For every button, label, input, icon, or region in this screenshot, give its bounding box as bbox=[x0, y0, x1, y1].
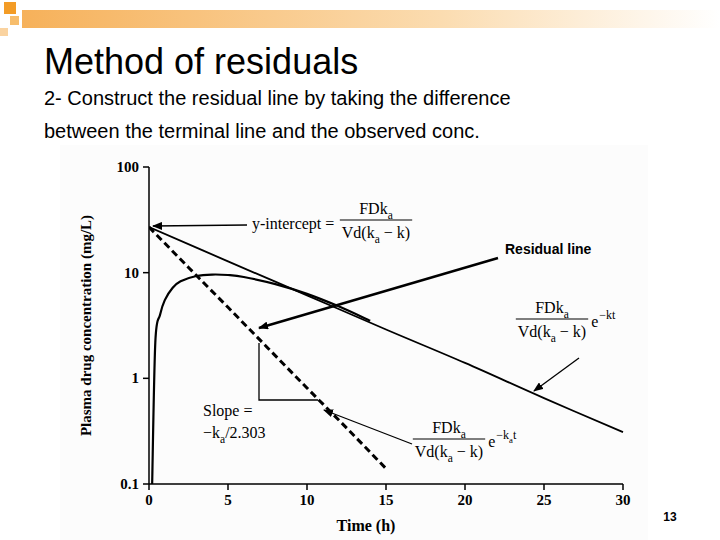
y-tick bbox=[143, 272, 149, 274]
y-tick-label: 0.1 bbox=[120, 476, 139, 492]
x-tick bbox=[306, 484, 308, 490]
text-part: k bbox=[556, 299, 564, 316]
y-axis-label: Plasma drug concentration (mg/L) bbox=[78, 215, 95, 436]
text-part: Vd( bbox=[342, 224, 367, 242]
fraction-numerator: FDka bbox=[432, 419, 466, 440]
exponent-base: e bbox=[591, 313, 598, 330]
text-part: a bbox=[564, 308, 569, 320]
text-part: e bbox=[488, 433, 495, 450]
y-tick bbox=[143, 378, 149, 380]
exponent: −kat bbox=[496, 428, 517, 445]
annotation-value: −ka/2.303 bbox=[203, 424, 266, 445]
slide: Method of residuals 2- Construct the resi… bbox=[0, 0, 720, 540]
x-tick-label: 5 bbox=[224, 492, 232, 508]
y-tick bbox=[143, 166, 149, 168]
x-tick-label: 0 bbox=[145, 492, 153, 508]
fraction-denominator: Vd(ka − k) bbox=[342, 224, 410, 245]
text-part: Vd( bbox=[518, 323, 543, 341]
fraction-bar bbox=[413, 438, 485, 439]
text-part: k bbox=[212, 424, 220, 441]
title: Method of residuals bbox=[44, 41, 358, 82]
exponent: −kt bbox=[599, 308, 616, 322]
banner bbox=[22, 10, 720, 28]
subtitle: 2- Construct the residual line by taking… bbox=[44, 87, 511, 109]
corner-square bbox=[4, 2, 16, 14]
fraction-bar bbox=[516, 318, 588, 319]
fraction-denominator: Vd(ka − k) bbox=[518, 323, 586, 344]
x-tick bbox=[148, 484, 150, 490]
slope-triangle bbox=[259, 343, 318, 400]
exponent-base: e bbox=[488, 433, 495, 450]
arrow bbox=[153, 225, 247, 226]
y-tick bbox=[143, 483, 149, 485]
x-tick-label: 10 bbox=[300, 492, 315, 508]
text-part: e bbox=[591, 313, 598, 330]
annotation-label: Slope = bbox=[203, 402, 252, 420]
text-part: /2.303 bbox=[225, 424, 265, 441]
text-part: − k) bbox=[453, 443, 483, 461]
corner-square bbox=[0, 28, 8, 36]
x-tick bbox=[385, 484, 387, 490]
x-axis-label: Time (h) bbox=[337, 517, 396, 535]
text-part: FD bbox=[359, 200, 379, 217]
chart-panel bbox=[60, 145, 648, 540]
text-part: Slope = bbox=[203, 402, 252, 420]
x-tick-label: 25 bbox=[537, 492, 552, 508]
y-tick-label: 100 bbox=[117, 159, 140, 175]
text-part: − k) bbox=[380, 224, 410, 242]
plot-data bbox=[149, 227, 623, 484]
arrow bbox=[259, 258, 498, 328]
fraction-numerator: FDka bbox=[535, 299, 569, 320]
text-part: a bbox=[388, 209, 393, 221]
x-tick-label: 20 bbox=[458, 492, 473, 508]
y-axis bbox=[148, 167, 150, 484]
annotation-label: y-intercept = bbox=[252, 215, 334, 233]
text-part: k bbox=[380, 200, 388, 217]
subtitle: between the terminal line and the observ… bbox=[44, 120, 480, 142]
y-tick-label: 10 bbox=[124, 265, 139, 281]
annotation-label: Residual line bbox=[505, 241, 592, 257]
arrow bbox=[324, 410, 412, 444]
text-part: k bbox=[440, 443, 448, 460]
x-tick bbox=[543, 484, 545, 490]
x-tick bbox=[622, 484, 624, 490]
y-tick-label: 1 bbox=[132, 370, 140, 386]
fraction-denominator: Vd(ka − k) bbox=[415, 443, 483, 464]
text-part: k bbox=[367, 224, 375, 241]
text-part: k bbox=[453, 419, 461, 436]
text-part: y-intercept = bbox=[252, 215, 334, 233]
text-part: t bbox=[513, 428, 517, 442]
text-part: k bbox=[543, 323, 551, 340]
text-part: Vd( bbox=[415, 443, 440, 461]
x-tick bbox=[227, 484, 229, 490]
corner-square bbox=[10, 16, 19, 25]
arrow bbox=[534, 358, 579, 391]
fraction-numerator: FDka bbox=[359, 200, 393, 221]
x-tick-label: 30 bbox=[616, 492, 631, 508]
text-part: FD bbox=[432, 419, 452, 436]
x-tick-label: 15 bbox=[379, 492, 394, 508]
text-part: FD bbox=[535, 299, 555, 316]
page-number: 13 bbox=[663, 510, 677, 524]
text-part: a bbox=[461, 428, 466, 440]
x-tick bbox=[464, 484, 466, 490]
text-part: − k) bbox=[556, 323, 586, 341]
fraction-bar bbox=[340, 219, 412, 220]
series-line bbox=[149, 227, 623, 432]
text-part: − bbox=[203, 424, 212, 441]
series-line bbox=[149, 227, 386, 468]
text-part: −kt bbox=[599, 308, 616, 322]
